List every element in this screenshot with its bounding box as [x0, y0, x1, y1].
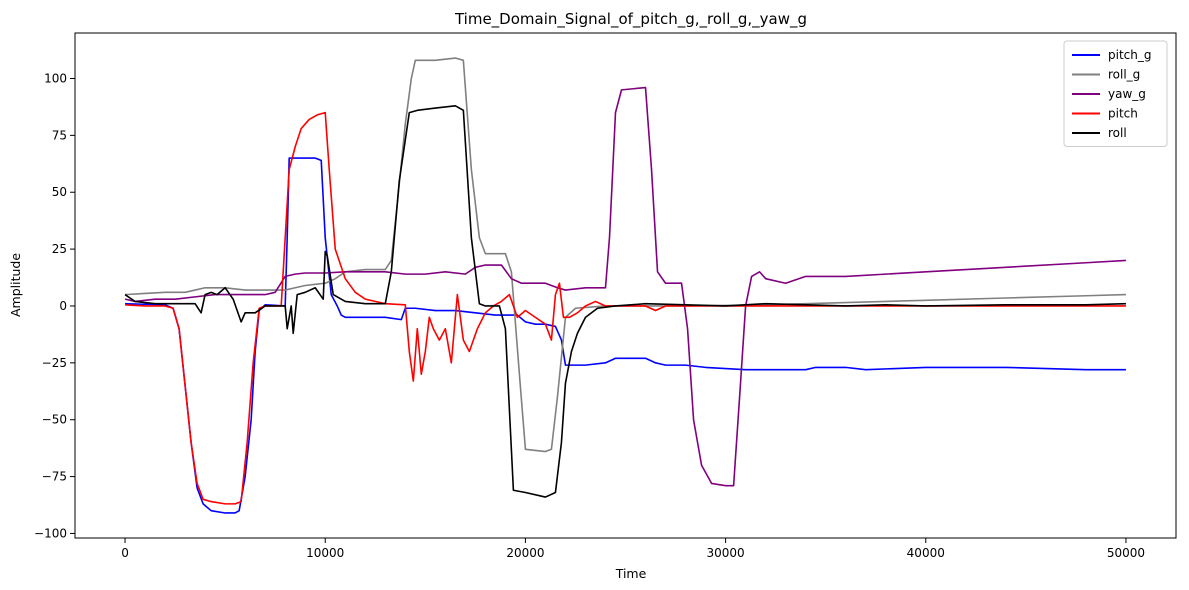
y-tick-label: 75: [52, 128, 67, 142]
y-tick-label: −25: [42, 356, 67, 370]
x-tick-label: 50000: [1107, 546, 1145, 560]
legend-box: [1063, 40, 1168, 147]
x-axis-label: Time: [615, 566, 647, 581]
x-tick-label: 40000: [907, 546, 945, 560]
legend-label: pitch_g: [1108, 48, 1151, 62]
y-tick-label: −75: [42, 470, 67, 484]
y-tick-label: 100: [44, 71, 67, 85]
y-tick-label: 0: [59, 299, 67, 313]
x-tick-label: 30000: [706, 546, 744, 560]
series-line-pitch: [125, 111, 1126, 505]
y-axis-label: Amplitude: [8, 253, 23, 317]
plot-frame: [74, 32, 1177, 539]
y-tick-label: 50: [52, 185, 67, 199]
legend-label: roll: [1108, 126, 1127, 140]
legend-label: yaw_g: [1108, 87, 1146, 101]
series-line-roll: [124, 104, 1126, 498]
legend-label: pitch: [1108, 107, 1138, 121]
series-line-roll-g: [125, 57, 1126, 453]
y-tick-label: −100: [34, 526, 67, 540]
x-tick-label: 0: [121, 546, 129, 560]
chart-title: Time_Domain_Signal_of_pitch_g,_roll_g,_y…: [454, 10, 807, 29]
x-tick-label: 20000: [506, 546, 544, 560]
x-tick-label: 10000: [306, 546, 344, 560]
series-line-pitch-g: [125, 157, 1126, 514]
x-axis: 0 10000 20000 30000 40000 50000: [121, 538, 1145, 560]
legend-label: roll_g: [1108, 68, 1140, 82]
series-group: [124, 57, 1126, 514]
y-tick-label: 25: [52, 242, 67, 256]
y-tick-label: −50: [42, 413, 67, 427]
y-axis: −100 −75 −50 −25 0 25 50 75 100: [34, 71, 75, 540]
